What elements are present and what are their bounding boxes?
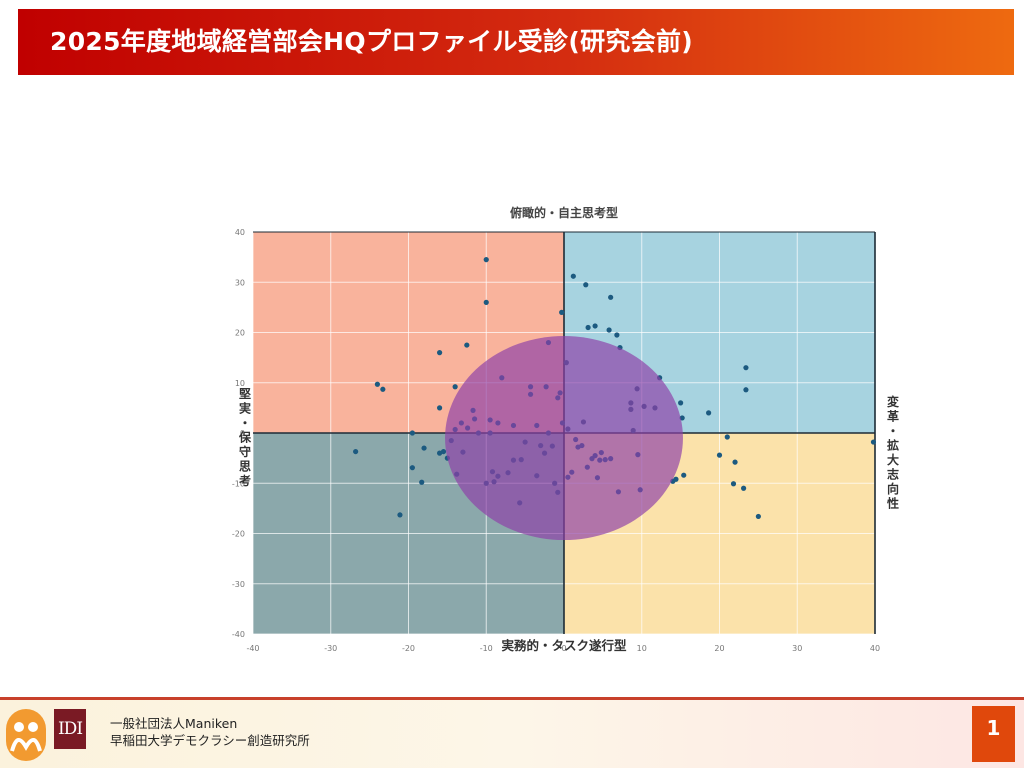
data-point: [437, 350, 443, 356]
y-tick-label: -30: [232, 580, 245, 589]
y-tick-label: -20: [232, 530, 245, 539]
x-tick-label: 10: [637, 644, 647, 653]
data-point: [409, 430, 415, 436]
data-point: [483, 299, 489, 305]
data-point: [724, 434, 730, 440]
org-name-maniken: 一般社団法人Maniken: [110, 716, 238, 731]
org-name-idi: 早稲田大学デモクラシー創造研究所: [110, 733, 310, 748]
page-number: 1: [972, 706, 1015, 762]
scatter-chart: -40 -30 -20 -10 0 10 20 30 40 -40 -30 -20 -10 0 10 20 30…: [232, 205, 900, 653]
data-point: [678, 400, 684, 406]
y-tick-label: 20: [235, 329, 245, 338]
y-tick-label: 0: [240, 429, 245, 438]
distribution-ellipse: [445, 336, 683, 541]
x-axis-label: 実務的・タスク遂行型: [501, 638, 627, 653]
data-point: [452, 384, 458, 390]
data-point: [421, 445, 427, 451]
maniken-logo: [6, 709, 46, 761]
data-point: [397, 512, 403, 518]
data-point: [730, 481, 737, 487]
data-point: [419, 479, 425, 485]
data-point: [409, 465, 415, 471]
data-point: [716, 452, 723, 458]
data-point: [755, 513, 761, 520]
data-point: [608, 294, 614, 300]
slide-title: 2025年度地域経営部会HQプロファイル受診(研究会前): [50, 27, 694, 56]
right-axis-label: 変革・拡大志向性: [886, 394, 900, 511]
data-point: [570, 273, 576, 279]
data-point: [743, 387, 749, 393]
x-tick-label: -30: [324, 644, 337, 653]
x-tick-label: -20: [402, 644, 415, 653]
footer: IDI 一般社団法人Maniken 早稲田大学デモクラシー創造研究所 1: [0, 697, 1024, 768]
idi-logo: IDI: [54, 709, 86, 749]
y-tick-label: 30: [235, 278, 245, 287]
x-tick-label: 30: [792, 644, 802, 653]
data-point: [706, 410, 712, 416]
x-tick-label: 0: [561, 644, 566, 653]
x-tick-label: 40: [870, 644, 880, 653]
y-axis-label: 堅実・保守思考: [238, 387, 252, 488]
data-point: [606, 327, 612, 333]
x-tick-label: -10: [480, 644, 493, 653]
data-point: [592, 323, 598, 329]
data-point: [380, 386, 386, 392]
data-point: [483, 257, 489, 263]
data-point: [673, 476, 679, 482]
data-point: [353, 448, 359, 455]
y-tick-label: -40: [232, 630, 245, 639]
data-point: [741, 485, 747, 491]
title-bar: 2025年度地域経営部会HQプロファイル受診(研究会前): [18, 9, 1014, 75]
data-point: [681, 472, 687, 478]
data-point: [743, 365, 749, 371]
data-point: [870, 439, 877, 445]
data-point: [464, 342, 470, 348]
data-point: [440, 448, 447, 455]
chart-title: 俯瞰的・自主思考型: [510, 205, 618, 220]
data-point: [374, 381, 380, 387]
data-point: [614, 332, 620, 338]
y-tick-label: 40: [235, 228, 245, 237]
y-tick-label: 10: [235, 379, 245, 388]
y-tick-label: -10: [232, 479, 245, 488]
data-point: [559, 309, 565, 315]
data-point: [583, 282, 589, 288]
data-point: [437, 405, 443, 411]
x-tick-label: -40: [246, 644, 259, 653]
data-point: [585, 324, 591, 331]
x-tick-label: 20: [714, 644, 724, 653]
data-point: [732, 459, 738, 465]
